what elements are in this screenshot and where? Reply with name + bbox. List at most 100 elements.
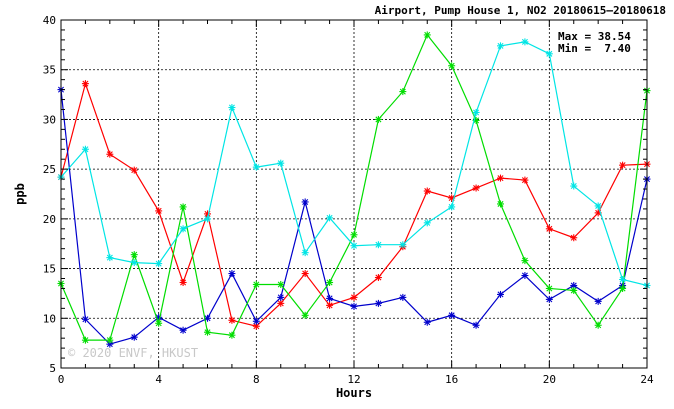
data-point [81,80,89,88]
x-tick-label: 0 [58,373,65,386]
marker-stroke [619,285,626,292]
data-point [399,293,407,301]
max-stat: Max = 38.54 [558,30,631,43]
data-point [204,215,211,223]
marker-stroke [180,203,187,210]
data-point [521,257,529,265]
marker-stroke [131,167,138,174]
y-tick-label: 15 [43,263,56,276]
data-point [545,284,553,292]
marker-stroke [570,183,577,190]
data-point [350,231,358,239]
data-point [277,293,285,301]
marker-stroke [155,207,162,214]
data-point [277,159,285,167]
y-axis-label: ppb [13,183,27,205]
marker-stroke [375,300,382,307]
marker-stroke [253,281,260,288]
data-point [130,259,138,267]
data-point [472,321,480,329]
data-point [252,280,260,288]
data-point [155,207,163,215]
marker-stroke [326,302,333,309]
data-point [570,234,578,242]
data-point [155,319,163,327]
y-tick-label: 30 [43,113,56,126]
data-point [570,286,578,294]
y-tick-label: 10 [43,312,56,325]
marker-stroke [375,241,382,248]
data-point [374,274,382,282]
marker-stroke [521,257,528,264]
data-point [374,241,382,249]
y-tick-label: 5 [49,362,56,375]
data-point [301,311,309,319]
marker-stroke [399,241,406,248]
data-point [301,198,309,206]
marker-stroke [473,322,480,329]
data-point [619,161,627,169]
data-point [130,333,138,341]
data-point [497,42,504,50]
marker-stroke [180,279,187,286]
y-tick-label: 20 [43,213,56,226]
marker-stroke [106,254,113,261]
marker-stroke [82,316,89,323]
marker-stroke [82,80,89,87]
data-point [423,219,431,227]
marker-stroke [228,332,235,339]
marker-stroke [546,285,553,292]
marker-stroke [277,300,284,307]
marker-stroke [253,164,260,171]
marker-stroke [521,272,528,279]
marker-stroke [399,294,406,301]
marker-stroke [595,298,602,305]
data-point [252,163,260,171]
data-point [301,249,309,257]
data-point [423,187,431,195]
marker-stroke [302,249,309,256]
marker-stroke [350,294,358,301]
data-point [497,200,504,208]
data-point [521,272,529,280]
data-point [570,182,578,190]
data-point [179,203,187,211]
data-point [179,225,187,233]
x-tick-label: 12 [347,373,360,386]
marker-stroke [546,225,553,232]
min-stat: Min = 7.40 [558,42,631,55]
data-point [423,318,431,326]
data-point [130,251,138,259]
marker-stroke [424,319,431,326]
marker-stroke [570,234,577,241]
data-point [228,316,236,324]
marker-stroke [595,202,602,209]
watermark-group: © 2020 ENVF, HKUST [68,346,198,360]
marker-stroke [277,294,284,301]
x-tick-label: 4 [155,373,162,386]
marker-stroke [131,259,138,266]
data-point [399,241,407,249]
data-point [619,284,627,292]
marker-stroke [595,322,602,329]
data-point [81,336,89,344]
marker-stroke [326,295,333,302]
x-tick-label: 8 [253,373,260,386]
marker-stroke [204,329,211,336]
marker-stroke [448,203,455,210]
marker-stroke [204,215,211,222]
chart-title: Airport, Pump House 1, NO2 20180615–2018… [375,4,666,17]
marker-stroke [302,198,309,205]
marker-stroke [448,62,455,69]
x-axis-label: Hours [336,386,372,400]
marker-stroke [302,270,309,277]
marker-stroke [448,312,455,319]
marker-stroke [180,225,187,232]
marker-stroke [473,117,480,124]
data-point [228,270,236,278]
marker-stroke [106,337,113,344]
data-point [472,184,480,192]
marker-stroke [497,175,504,182]
marker-stroke [424,188,431,195]
